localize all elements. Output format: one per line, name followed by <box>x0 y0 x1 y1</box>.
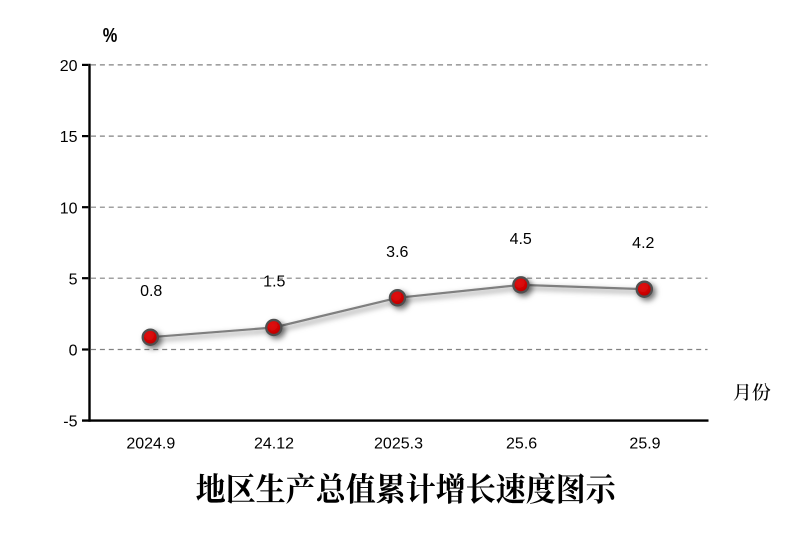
svg-text:5: 5 <box>69 271 78 288</box>
svg-text:1.5: 1.5 <box>263 274 285 291</box>
svg-text:0: 0 <box>69 343 78 360</box>
svg-text:%: % <box>103 23 118 46</box>
svg-text:20: 20 <box>60 58 78 75</box>
svg-text:4.5: 4.5 <box>510 231 532 248</box>
svg-text:25.6: 25.6 <box>506 436 537 453</box>
svg-text:4.2: 4.2 <box>632 235 654 252</box>
svg-text:10: 10 <box>60 200 78 217</box>
svg-text:2025.3: 2025.3 <box>374 436 423 453</box>
svg-text:3.6: 3.6 <box>386 244 408 261</box>
svg-text:2024.9: 2024.9 <box>126 436 175 453</box>
svg-text:0.8: 0.8 <box>140 283 162 300</box>
svg-text:24.12: 24.12 <box>254 436 294 453</box>
svg-text:15: 15 <box>60 129 78 146</box>
svg-text:-5: -5 <box>63 414 77 431</box>
svg-text:25.9: 25.9 <box>629 436 660 453</box>
